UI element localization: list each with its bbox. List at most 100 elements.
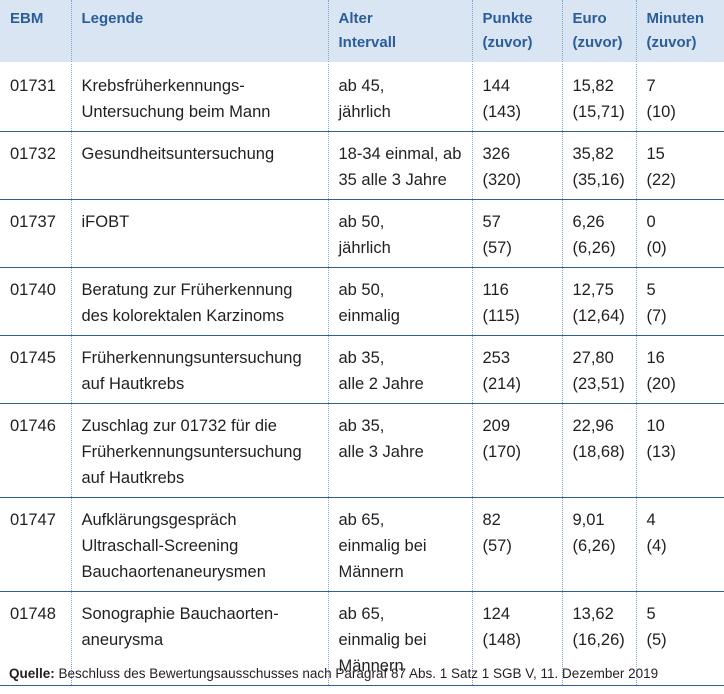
cell-line: 0 [646, 213, 656, 231]
cell-punkte: 209 (170) [471, 403, 562, 498]
cell-line: (35,16) [572, 171, 625, 189]
cell-line: 16 [646, 349, 665, 367]
cell-line: (20) [646, 375, 676, 393]
cell-minuten: 4 (4) [635, 497, 724, 592]
cell-minuten: 5 (5) [635, 591, 724, 686]
cell-line: Krebsfrüherkennungs- [81, 77, 245, 95]
cell-legende: Zuschlag zur 01732 für die Früherkennungs… [70, 403, 328, 498]
cell-line: alle 2 Jahre [338, 375, 424, 393]
cell-line: (6,26) [572, 239, 616, 257]
cell-punkte: 57 (57) [471, 199, 562, 268]
cell-line: 57 [482, 213, 501, 231]
cell-minuten: 10 (13) [635, 403, 724, 498]
table-row: 01737 iFOBT ab 50, jährlich 57 (57) 6,26 (6,26)… [0, 199, 724, 268]
cell-line: auf Hautkrebs [81, 469, 185, 487]
source-note: Quelle: Beschluss des Bewertungsausschus… [9, 666, 658, 681]
cell-line: einmalig bei [338, 537, 427, 555]
header-alter-intervall: Alter Intervall [327, 0, 472, 63]
cell-alter: 18-34 einmal, ab 35 alle 3 Jahre [327, 131, 472, 200]
cell-line: einmalig bei [338, 631, 427, 649]
cell-euro: 9,01 (6,26) [561, 497, 636, 592]
cell-punkte: 253 (214) [471, 335, 562, 404]
cell-punkte: 116 (115) [471, 267, 562, 336]
table-row: 01745 Früherkennungsuntersuchung auf Hautk… [0, 335, 724, 404]
cell-line: 35 alle 3 Jahre [338, 171, 447, 189]
cell-legende: Beratung zur Früherkennung des kolorektal… [70, 267, 328, 336]
header-legende: Legende [70, 0, 328, 63]
cell-line: Sonographie Bauchaorten- [81, 605, 279, 623]
cell-line: Gesundheitsuntersuchung [81, 145, 275, 163]
table-row: 01747 Aufklärungsgespräch Ultraschall-Scre… [0, 497, 724, 592]
cell-line: 15,82 [572, 77, 614, 95]
cell-line: 82 [482, 511, 501, 529]
cell-line: jährlich [338, 239, 391, 257]
cell-line: (15,71) [572, 103, 625, 121]
cell-ebm: 01732 [10, 145, 56, 163]
cell-line: ab 45, [338, 77, 385, 95]
cell-line: 9,01 [572, 511, 605, 529]
cell-alter: ab 35, alle 2 Jahre [327, 335, 472, 404]
source-label: Quelle: [9, 666, 55, 681]
cell-ebm: 01745 [10, 349, 56, 367]
cell-euro: 12,75 (12,64) [561, 267, 636, 336]
cell-euro: 35,82 (35,16) [561, 131, 636, 200]
cell-line: 209 [482, 417, 511, 435]
table-row: 01732 Gesundheitsuntersuchung 18-34 einmal… [0, 131, 724, 200]
cell-line: Männern [338, 657, 404, 675]
cell-line: ab 35, [338, 349, 385, 367]
cell-line: 12,75 [572, 281, 614, 299]
cell-line: 22,96 [572, 417, 614, 435]
cell-line: des kolorektalen Karzinoms [81, 307, 285, 325]
cell-line: 27,80 [572, 349, 614, 367]
cell-line: (57) [482, 239, 512, 257]
table-row: 01746 Zuschlag zur 01732 für die Früherken… [0, 403, 724, 498]
cell-line: (320) [482, 171, 522, 189]
cell-line: 326 [482, 145, 511, 163]
cell-line: ab 50, [338, 281, 385, 299]
cell-line: (148) [482, 631, 522, 649]
cell-line: 10 [646, 417, 665, 435]
cell-line: 253 [482, 349, 511, 367]
header-punkte: Punkte (zuvor) [471, 0, 562, 63]
cell-ebm: 01737 [10, 213, 56, 231]
cell-line: (0) [646, 239, 667, 257]
cell-line: 144 [482, 77, 511, 95]
cell-legende: iFOBT [70, 199, 328, 268]
cell-line: Männern [338, 563, 404, 581]
cell-line: 4 [646, 511, 656, 529]
cell-line: (4) [646, 537, 667, 555]
cell-euro: 13,62 (16,26) [561, 591, 636, 686]
cell-line: Aufklärungsgespräch [81, 511, 237, 529]
table-row: 01740 Beratung zur Früherkennung des kolor… [0, 267, 724, 336]
cell-line: (7) [646, 307, 667, 325]
cell-line: alle 3 Jahre [338, 443, 424, 461]
cell-ebm: 01748 [10, 605, 56, 623]
cell-line: (16,26) [572, 631, 625, 649]
cell-line: einmalig [338, 307, 400, 325]
cell-minuten: 7 (10) [635, 63, 724, 132]
source-text: Beschluss des Bewertungsausschusses nach… [54, 666, 659, 681]
cell-line: 18-34 einmal, ab [338, 145, 462, 163]
cell-alter: ab 50, jährlich [327, 199, 472, 268]
cell-line: Früherkennungsuntersuchung [81, 349, 302, 367]
header-euro: Euro (zuvor) [561, 0, 636, 63]
cell-line: (6,26) [572, 537, 616, 555]
cell-legende: Krebsfrüherkennungs- Untersuchung beim Ma… [70, 63, 328, 132]
cell-line: (12,64) [572, 307, 625, 325]
cell-line: (170) [482, 443, 522, 461]
cell-line: 116 [482, 281, 509, 299]
cell-line: Beratung zur Früherkennung [81, 281, 293, 299]
cell-euro: 15,82 (15,71) [561, 63, 636, 132]
cell-minuten: 16 (20) [635, 335, 724, 404]
cell-punkte: 144 (143) [471, 63, 562, 132]
cell-line: auf Hautkrebs [81, 375, 185, 393]
cell-line: ab 50, [338, 213, 385, 231]
cell-line: (10) [646, 103, 676, 121]
cell-ebm: 01731 [10, 77, 56, 95]
cell-line: 5 [646, 281, 656, 299]
cell-minuten: 0 (0) [635, 199, 724, 268]
cell-ebm: 01747 [10, 511, 56, 529]
cell-punkte: 124 (148) [471, 591, 562, 686]
cell-line: 15 [646, 145, 665, 163]
cell-punkte: 82 (57) [471, 497, 562, 592]
